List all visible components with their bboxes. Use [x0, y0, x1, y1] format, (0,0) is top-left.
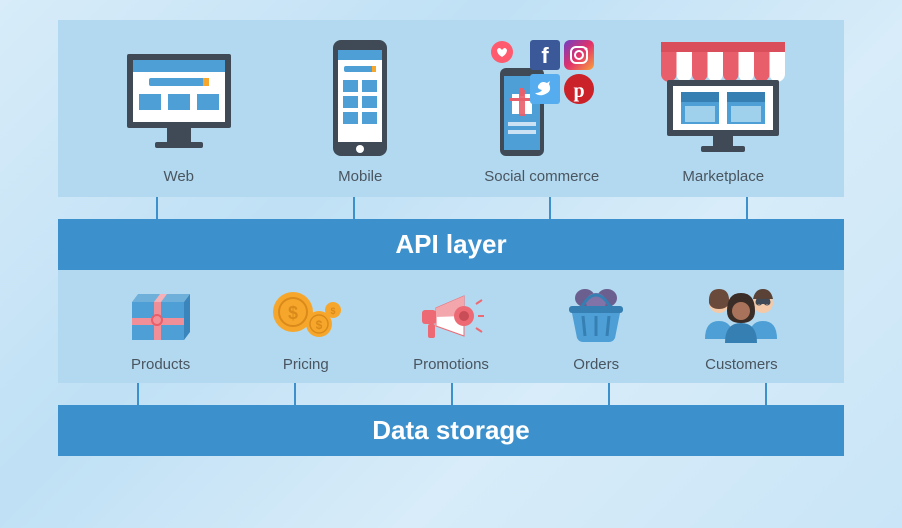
connectors-bottom — [58, 383, 844, 405]
service-customers: Customers — [669, 284, 814, 373]
data-storage-bar: Data storage — [58, 405, 844, 456]
channel-label: Social commerce — [484, 168, 599, 185]
architecture-diagram: Web — [58, 20, 844, 508]
channel-label: Web — [163, 168, 194, 185]
svg-text:$: $ — [315, 318, 322, 332]
phone-app-icon — [325, 38, 395, 158]
channel-marketplace: Marketplace — [633, 38, 815, 185]
svg-text:f: f — [541, 43, 549, 68]
api-layer-bar: API layer — [58, 219, 844, 270]
channel-web: Web — [88, 38, 270, 185]
service-label: Pricing — [283, 356, 329, 373]
service-pricing: $ $ $ Pricing — [233, 284, 378, 373]
service-promotions: Promotions — [378, 284, 523, 373]
connectors-top — [58, 197, 844, 219]
svg-text:$: $ — [288, 303, 298, 323]
channel-label: Mobile — [338, 168, 382, 185]
channel-label: Marketplace — [682, 168, 764, 185]
service-orders: Orders — [524, 284, 669, 373]
channel-mobile: Mobile — [270, 38, 452, 185]
storefront-icon — [653, 38, 793, 158]
service-label: Orders — [573, 356, 619, 373]
channels-row: Web — [88, 38, 814, 185]
basket-icon — [563, 286, 629, 346]
service-label: Products — [131, 356, 190, 373]
channel-social: f p — [451, 38, 633, 185]
services-panel: Products $ $ $ Pricing — [58, 270, 844, 383]
coins-icon: $ $ $ — [269, 288, 343, 344]
channels-panel: Web — [58, 20, 844, 197]
svg-text:p: p — [573, 80, 584, 102]
service-products: Products — [88, 284, 233, 373]
people-icon — [699, 287, 783, 345]
social-commerce-icon: f p — [472, 38, 612, 158]
monitor-web-icon — [119, 48, 239, 158]
megaphone-icon — [416, 288, 486, 344]
service-label: Promotions — [413, 356, 489, 373]
services-row: Products $ $ $ Pricing — [88, 284, 814, 373]
package-box-icon — [126, 288, 196, 344]
service-label: Customers — [705, 356, 778, 373]
svg-text:$: $ — [330, 306, 335, 316]
